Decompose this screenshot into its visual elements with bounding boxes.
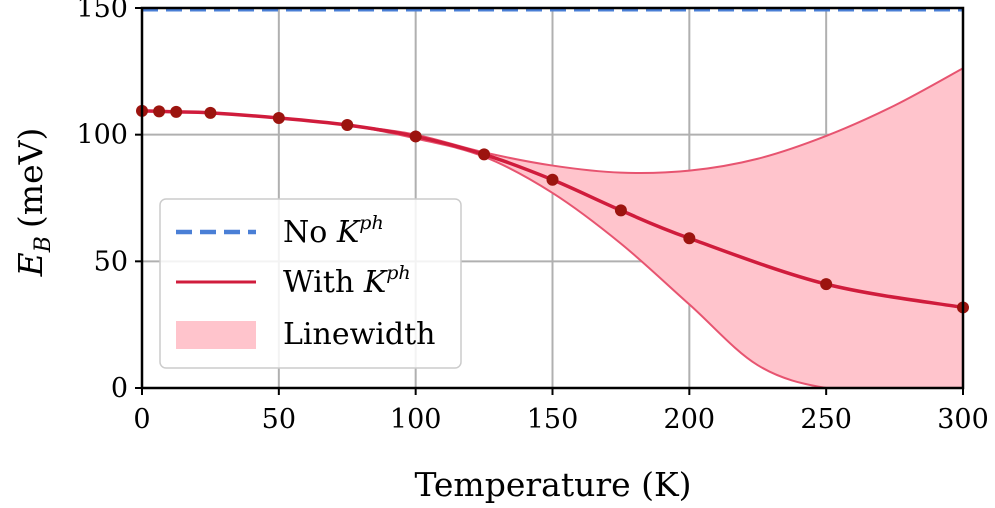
legend-label-no-kph: No Kph bbox=[283, 212, 384, 250]
legend-label-with-kph: With Kph bbox=[283, 262, 411, 300]
linewidth-band bbox=[142, 68, 963, 388]
y-tick-label-150: 150 bbox=[76, 0, 128, 24]
data-markers bbox=[136, 104, 969, 314]
legend-label-linewidth: Linewidth bbox=[283, 317, 435, 352]
with-kph-point-25 bbox=[204, 106, 217, 119]
with-kph-point-250 bbox=[820, 278, 833, 291]
with-kph-point-75 bbox=[341, 119, 354, 132]
x-tick-label-100: 100 bbox=[390, 404, 442, 435]
y-tick-label-0: 0 bbox=[111, 373, 128, 404]
x-tick-label-200: 200 bbox=[664, 404, 716, 435]
with-kph-point-50 bbox=[272, 111, 285, 124]
with-kph-point-125 bbox=[478, 148, 491, 161]
y-axis-subscript: B bbox=[31, 236, 56, 253]
y-tick-label-50: 50 bbox=[94, 246, 128, 277]
legend: No Kph With Kph Linewidth bbox=[159, 198, 462, 369]
with-kph-point-175 bbox=[614, 204, 627, 217]
y-axis-unit: (meV) bbox=[11, 128, 50, 228]
y-tick-label-100: 100 bbox=[76, 120, 128, 151]
x-tick-label-0: 0 bbox=[133, 404, 150, 435]
y-axis-label: EB (meV) bbox=[11, 128, 56, 278]
x-tick-label-250: 250 bbox=[800, 404, 852, 435]
y-axis-symbol: E bbox=[11, 252, 50, 277]
x-tick-label-300: 300 bbox=[937, 404, 989, 435]
x-axis-label: Temperature (K) bbox=[414, 465, 691, 504]
axis-ticks: 0 50 100 150 200 250 300 0 50 100 150 bbox=[76, 0, 988, 435]
with-kph-point-150 bbox=[546, 173, 559, 186]
with-kph-point-200 bbox=[683, 232, 696, 245]
with-kph-point-6.25 bbox=[153, 105, 166, 118]
legend-swatch-linewidth bbox=[176, 321, 256, 349]
x-tick-label-150: 150 bbox=[527, 404, 579, 435]
x-tick-label-50: 50 bbox=[262, 404, 296, 435]
with-kph-point-12.5 bbox=[170, 105, 183, 118]
with-kph-point-100 bbox=[409, 130, 422, 143]
